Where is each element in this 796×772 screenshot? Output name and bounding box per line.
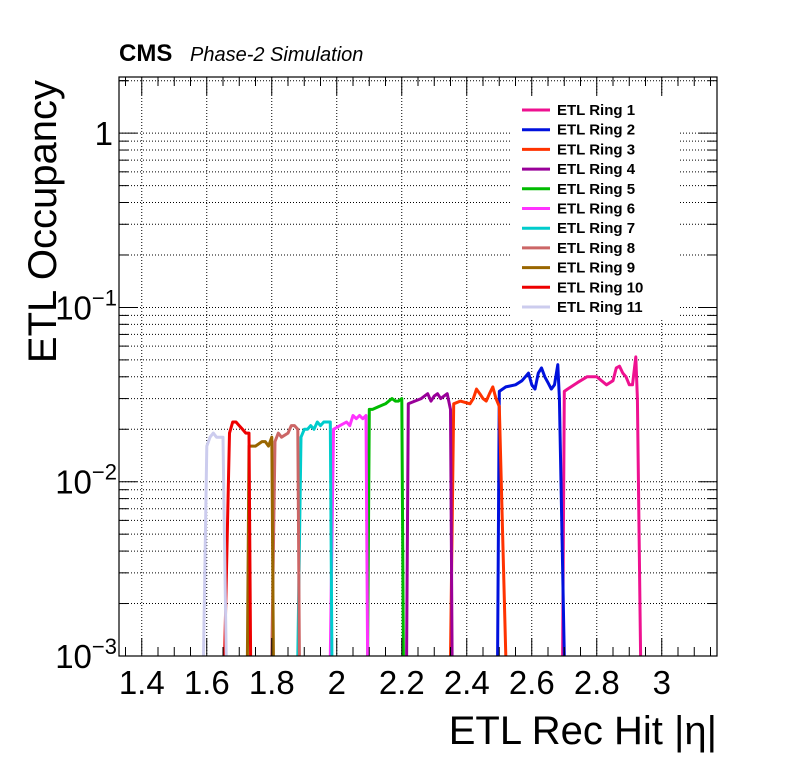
y-tick-base: 10 bbox=[55, 638, 92, 675]
y-tick-label: 10−3 bbox=[55, 634, 117, 675]
y-tick-base: 1 bbox=[95, 115, 113, 152]
x-tick-label: 2.6 bbox=[509, 664, 555, 701]
x-tick-label: 2.2 bbox=[379, 664, 425, 701]
simulation-label: Phase-2 Simulation bbox=[190, 44, 363, 66]
legend-label: ETL Ring 3 bbox=[557, 141, 635, 158]
series-line-ring-6 bbox=[328, 414, 370, 657]
y-tick-exponent: −1 bbox=[92, 285, 117, 310]
series-line-ring-4 bbox=[405, 392, 454, 657]
x-tick-label: 2.8 bbox=[574, 664, 620, 701]
x-tick-label: 1.4 bbox=[119, 664, 165, 701]
legend-label: ETL Ring 6 bbox=[557, 201, 635, 218]
y-tick-label: 10−2 bbox=[55, 460, 117, 501]
legend-label: ETL Ring 1 bbox=[557, 102, 635, 119]
x-tick-label: 1.6 bbox=[184, 664, 230, 701]
y-tick-base: 10 bbox=[55, 464, 92, 501]
series-lines bbox=[202, 355, 643, 657]
y-tick-label: 1 bbox=[95, 115, 113, 152]
legend-label: ETL Ring 8 bbox=[557, 240, 635, 257]
series-line-ring-1 bbox=[561, 355, 643, 657]
y-tick-base: 10 bbox=[55, 289, 92, 326]
experiment-label: CMS bbox=[119, 40, 172, 67]
y-axis-title: ETL Occupancy bbox=[21, 80, 65, 363]
y-tick-exponent: −2 bbox=[92, 460, 117, 485]
series-line-ring-8 bbox=[270, 424, 301, 657]
series-line-ring-10 bbox=[223, 420, 253, 657]
legend-label: ETL Ring 5 bbox=[557, 181, 635, 198]
x-tick-label: 1.8 bbox=[249, 664, 295, 701]
series-line-ring-5 bbox=[366, 397, 405, 657]
x-tick-label: 3 bbox=[653, 664, 671, 701]
chart-header: CMS Phase-2 Simulation bbox=[119, 40, 363, 67]
series-line-ring-7 bbox=[296, 420, 334, 657]
y-tick-label: 10−1 bbox=[55, 285, 117, 326]
legend-label: ETL Ring 4 bbox=[557, 161, 636, 178]
x-tick-label: 2 bbox=[328, 664, 346, 701]
legend-label: ETL Ring 9 bbox=[557, 260, 635, 277]
x-axis-title: ETL Rec Hit |η| bbox=[449, 709, 717, 753]
axis-ticks bbox=[119, 77, 717, 657]
series-line-ring-11 bbox=[202, 431, 228, 657]
legend-label: ETL Ring 10 bbox=[557, 279, 643, 296]
x-tick-label: 2.4 bbox=[444, 664, 490, 701]
legend: ETL Ring 1 ETL Ring 2 ETL Ring 3 ETL Ring 4… bbox=[510, 98, 680, 320]
series-line-ring-3 bbox=[449, 385, 508, 657]
series-line-ring-2 bbox=[496, 363, 566, 657]
legend-label: ETL Ring 7 bbox=[557, 220, 635, 237]
legend-label: ETL Ring 2 bbox=[557, 122, 635, 139]
y-tick-exponent: −3 bbox=[92, 634, 117, 659]
legend-label: ETL Ring 11 bbox=[557, 299, 643, 316]
